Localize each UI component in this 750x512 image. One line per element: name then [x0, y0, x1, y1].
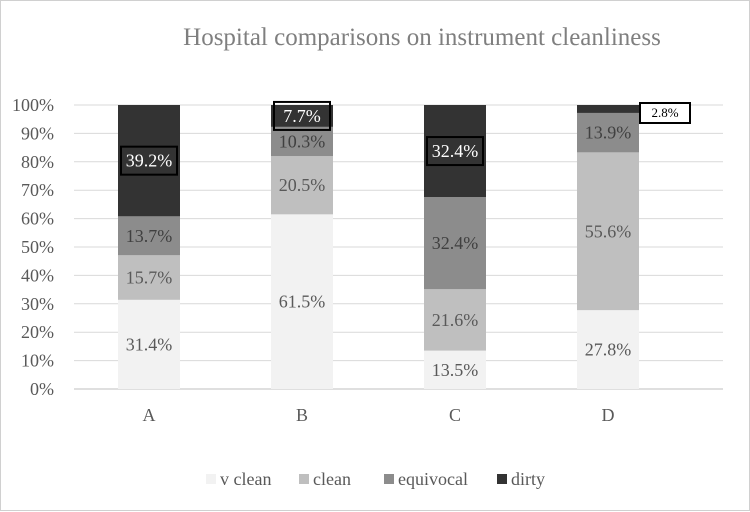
- x-tick-label: D: [602, 405, 615, 425]
- data-label: 21.6%: [432, 310, 479, 330]
- bar-segment: [577, 112, 639, 153]
- data-label: 32.4%: [432, 141, 479, 161]
- legend-swatch: [384, 474, 394, 484]
- legend-label: clean: [313, 469, 351, 489]
- legend-swatch: [497, 474, 507, 484]
- bars: [118, 105, 639, 389]
- label-box: [120, 145, 178, 176]
- x-tick-label: A: [143, 405, 156, 425]
- y-tick-label: 70%: [21, 180, 54, 200]
- label-box: [639, 102, 691, 124]
- bar-segment: [424, 350, 486, 389]
- data-label: 32.4%: [432, 233, 479, 253]
- legend-label: dirty: [511, 469, 545, 489]
- bar-segment: [118, 299, 180, 389]
- y-tick-label: 30%: [21, 294, 54, 314]
- chart-title: Hospital comparisons on instrument clean…: [183, 24, 661, 51]
- bar-segment: [424, 197, 486, 290]
- bar-segment: [271, 105, 333, 127]
- legend-label: equivocal: [398, 469, 468, 489]
- data-label: 20.5%: [279, 175, 326, 195]
- bar-segment: [577, 310, 639, 389]
- x-axis-ticks: A B C D: [143, 405, 615, 425]
- bar-segment: [271, 126, 333, 157]
- data-label: 15.7%: [126, 268, 173, 288]
- label-box: [273, 100, 331, 131]
- label-box: [426, 136, 484, 167]
- x-tick-label: B: [296, 405, 308, 425]
- legend-swatch: [299, 474, 309, 484]
- data-label: 7.7%: [283, 106, 321, 126]
- data-label: 10.3%: [279, 131, 326, 151]
- y-tick-label: 60%: [21, 209, 54, 229]
- bar-segment: [424, 289, 486, 351]
- data-label: 39.2%: [126, 151, 173, 171]
- data-label: 13.5%: [432, 360, 479, 380]
- data-label: 13.7%: [126, 226, 173, 246]
- legend-label: v clean: [220, 469, 271, 489]
- y-tick-label: 100%: [12, 95, 54, 115]
- y-tick-label: 90%: [21, 123, 54, 143]
- y-tick-label: 0%: [30, 379, 54, 399]
- bar-segment: [577, 152, 639, 311]
- data-label: 61.5%: [279, 292, 326, 312]
- data-label: 13.9%: [585, 123, 632, 143]
- y-tick-label: 80%: [21, 152, 54, 172]
- x-tick-label: C: [449, 405, 461, 425]
- bar-segment: [118, 105, 180, 217]
- legend-swatch: [206, 474, 216, 484]
- y-axis-ticks: 0% 10% 20% 30% 40% 50% 60% 70% 80% 90% 100%: [12, 95, 54, 399]
- bar-segment: [577, 105, 639, 113]
- data-label: 2.8%: [651, 105, 678, 120]
- data-labels: 31.4% 15.7% 13.7% 39.2% 61.5% 20.5% 10.3% 7.7% 1…: [120, 100, 691, 380]
- bar-segment: [271, 156, 333, 215]
- bar-segment: [424, 105, 486, 198]
- y-tick-label: 50%: [21, 237, 54, 257]
- legend: v clean clean equivocal dirty: [206, 469, 545, 489]
- y-tick-label: 10%: [21, 351, 54, 371]
- y-tick-label: 40%: [21, 265, 54, 285]
- bar-segment: [118, 255, 180, 300]
- bar-segment: [118, 216, 180, 256]
- data-label: 31.4%: [126, 334, 173, 354]
- y-tick-label: 20%: [21, 322, 54, 342]
- data-label: 55.6%: [585, 221, 632, 241]
- bar-segment: [271, 214, 333, 389]
- data-label: 27.8%: [585, 340, 632, 360]
